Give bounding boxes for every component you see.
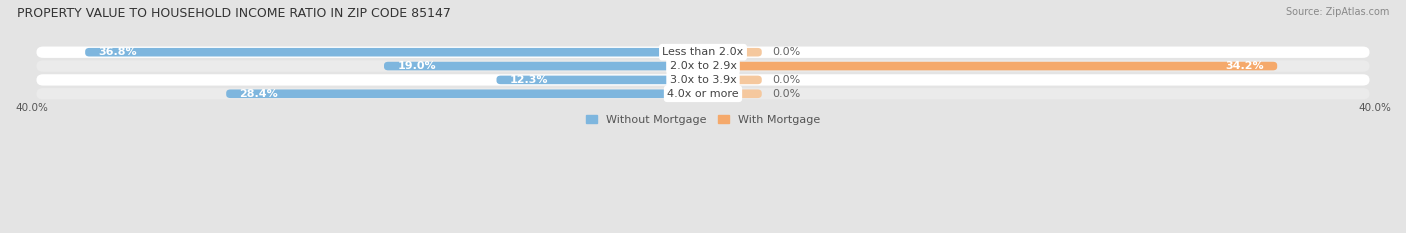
- Text: 3.0x to 3.9x: 3.0x to 3.9x: [669, 75, 737, 85]
- Text: 0.0%: 0.0%: [772, 47, 800, 57]
- Text: 0.0%: 0.0%: [772, 75, 800, 85]
- Text: 36.8%: 36.8%: [98, 47, 138, 57]
- FancyBboxPatch shape: [226, 89, 703, 98]
- FancyBboxPatch shape: [496, 76, 703, 84]
- FancyBboxPatch shape: [703, 89, 762, 98]
- Text: PROPERTY VALUE TO HOUSEHOLD INCOME RATIO IN ZIP CODE 85147: PROPERTY VALUE TO HOUSEHOLD INCOME RATIO…: [17, 7, 451, 20]
- Text: 12.3%: 12.3%: [510, 75, 548, 85]
- FancyBboxPatch shape: [86, 48, 703, 57]
- FancyBboxPatch shape: [37, 47, 1369, 58]
- Text: 19.0%: 19.0%: [398, 61, 436, 71]
- FancyBboxPatch shape: [384, 62, 703, 70]
- FancyBboxPatch shape: [37, 88, 1369, 99]
- Text: 4.0x or more: 4.0x or more: [668, 89, 738, 99]
- FancyBboxPatch shape: [703, 62, 1277, 70]
- Text: 28.4%: 28.4%: [239, 89, 278, 99]
- FancyBboxPatch shape: [37, 60, 1369, 72]
- FancyBboxPatch shape: [37, 74, 1369, 86]
- Text: Source: ZipAtlas.com: Source: ZipAtlas.com: [1285, 7, 1389, 17]
- Text: 2.0x to 2.9x: 2.0x to 2.9x: [669, 61, 737, 71]
- FancyBboxPatch shape: [703, 76, 762, 84]
- Text: 0.0%: 0.0%: [772, 89, 800, 99]
- Legend: Without Mortgage, With Mortgage: Without Mortgage, With Mortgage: [582, 110, 824, 130]
- FancyBboxPatch shape: [703, 48, 762, 57]
- Text: Less than 2.0x: Less than 2.0x: [662, 47, 744, 57]
- Text: 34.2%: 34.2%: [1225, 61, 1264, 71]
